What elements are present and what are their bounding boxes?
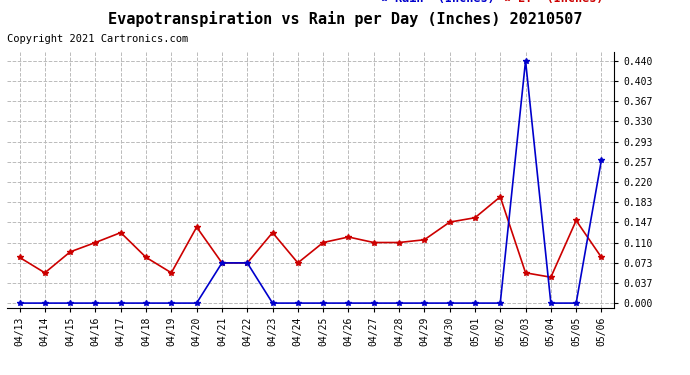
Text: Copyright 2021 Cartronics.com: Copyright 2021 Cartronics.com: [7, 34, 188, 44]
Text: Evapotranspiration vs Rain per Day (Inches) 20210507: Evapotranspiration vs Rain per Day (Inch…: [108, 11, 582, 27]
Legend: Rain  (Inches), ET  (Inches): Rain (Inches), ET (Inches): [372, 0, 608, 9]
